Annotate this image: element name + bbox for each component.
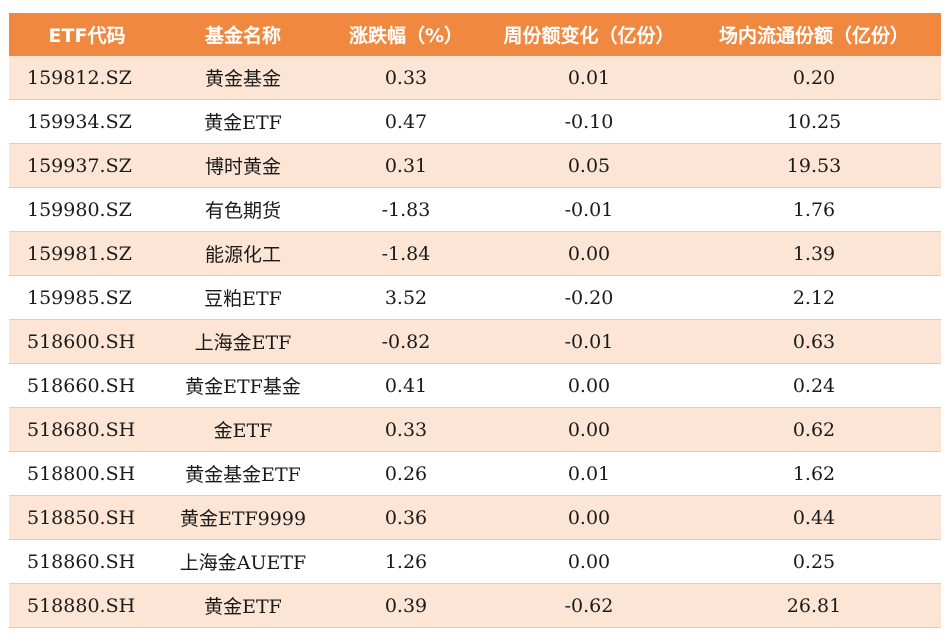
cell-float-shares: 0.24 bbox=[792, 374, 836, 397]
cell-weekly-share-change: 0.00 bbox=[567, 418, 611, 441]
header-change-pct: 涨跌幅（%） bbox=[348, 25, 464, 47]
cell-float-shares: 19.53 bbox=[786, 154, 842, 177]
cell-etf-code: 518660.SH bbox=[27, 374, 136, 397]
cell-etf-code: 159937.SZ bbox=[27, 154, 132, 177]
cell-etf-code: 159981.SZ bbox=[27, 242, 132, 265]
cell-float-shares: 10.25 bbox=[786, 110, 842, 133]
cell-etf-code: 159812.SZ bbox=[27, 66, 132, 89]
cell-weekly-share-change: 0.05 bbox=[567, 154, 611, 177]
cell-weekly-share-change: 0.01 bbox=[567, 66, 611, 89]
cell-change-pct: 0.39 bbox=[384, 594, 428, 617]
cell-weekly-share-change: -0.01 bbox=[564, 330, 614, 353]
cell-float-shares: 0.62 bbox=[792, 418, 836, 441]
cell-etf-code: 159985.SZ bbox=[27, 286, 132, 309]
cell-fund-name: 博时黄金 bbox=[204, 156, 281, 178]
table-row: 518880.SH 黄金ETF 0.39 -0.62 26.81 bbox=[9, 584, 941, 628]
cell-weekly-share-change: -0.62 bbox=[564, 594, 614, 617]
cell-change-pct: 0.33 bbox=[384, 418, 428, 441]
cell-fund-name: 黄金ETF bbox=[204, 112, 282, 134]
cell-float-shares: 1.39 bbox=[792, 242, 836, 265]
cell-etf-code: 159934.SZ bbox=[27, 110, 132, 133]
cell-float-shares: 0.44 bbox=[792, 506, 836, 529]
table-row: 518860.SH 上海金AUETF 1.26 0.00 0.25 bbox=[9, 540, 941, 584]
cell-change-pct: -1.83 bbox=[381, 198, 431, 221]
table-header: ETF代码 基金名称 涨跌幅（%） 周份额变化（亿份） 场内流通份额（亿份） bbox=[9, 13, 941, 56]
header-fund-name: 基金名称 bbox=[204, 25, 281, 47]
cell-etf-code: 518850.SH bbox=[27, 506, 136, 529]
cell-float-shares: 0.63 bbox=[792, 330, 836, 353]
table-row: 159980.SZ 有色期货 -1.83 -0.01 1.76 bbox=[9, 188, 941, 232]
header-etf-code: ETF代码 bbox=[48, 25, 126, 47]
cell-fund-name: 黄金ETF9999 bbox=[179, 508, 307, 530]
cell-etf-code: 518860.SH bbox=[27, 550, 136, 573]
cell-change-pct: 1.26 bbox=[384, 550, 428, 573]
table-row: 518600.SH 上海金ETF -0.82 -0.01 0.63 bbox=[9, 320, 941, 364]
cell-change-pct: -1.84 bbox=[381, 242, 431, 265]
cell-etf-code: 159980.SZ bbox=[27, 198, 132, 221]
cell-weekly-share-change: 0.00 bbox=[567, 374, 611, 397]
cell-change-pct: 0.31 bbox=[384, 154, 428, 177]
table-row: 159812.SZ 黄金基金 0.33 0.01 0.20 bbox=[9, 56, 941, 100]
header-float-shares: 场内流通份额（亿份） bbox=[718, 25, 909, 47]
cell-weekly-share-change: 0.00 bbox=[567, 550, 611, 573]
cell-weekly-share-change: 0.00 bbox=[567, 506, 611, 529]
cell-fund-name: 黄金基金ETF bbox=[185, 464, 301, 486]
etf-table: ETF代码 基金名称 涨跌幅（%） 周份额变化（亿份） 场内流通份额（亿份） 1… bbox=[9, 13, 941, 628]
cell-weekly-share-change: -0.10 bbox=[564, 110, 614, 133]
table-row: 518660.SH 黄金ETF基金 0.41 0.00 0.24 bbox=[9, 364, 941, 408]
cell-weekly-share-change: 0.01 bbox=[567, 462, 611, 485]
cell-change-pct: 0.36 bbox=[384, 506, 428, 529]
cell-change-pct: 0.47 bbox=[384, 110, 428, 133]
cell-fund-name: 上海金ETF bbox=[194, 332, 292, 354]
cell-float-shares: 1.76 bbox=[792, 198, 836, 221]
cell-fund-name: 黄金基金 bbox=[204, 68, 281, 90]
cell-change-pct: 3.52 bbox=[384, 286, 428, 309]
cell-float-shares: 26.81 bbox=[786, 594, 842, 617]
cell-change-pct: -0.82 bbox=[381, 330, 431, 353]
table-row: 518680.SH 金ETF 0.33 0.00 0.62 bbox=[9, 408, 941, 452]
table-row: 159937.SZ 博时黄金 0.31 0.05 19.53 bbox=[9, 144, 941, 188]
header-weekly-share-change: 周份额变化（亿份） bbox=[503, 25, 675, 47]
cell-fund-name: 有色期货 bbox=[204, 200, 281, 222]
cell-float-shares: 0.25 bbox=[792, 550, 836, 573]
table-row: 518850.SH 黄金ETF9999 0.36 0.00 0.44 bbox=[9, 496, 941, 540]
cell-change-pct: 0.26 bbox=[384, 462, 428, 485]
cell-fund-name: 黄金ETF bbox=[204, 596, 282, 618]
cell-change-pct: 0.41 bbox=[384, 374, 428, 397]
cell-weekly-share-change: -0.20 bbox=[564, 286, 614, 309]
cell-weekly-share-change: -0.01 bbox=[564, 198, 614, 221]
cell-etf-code: 518680.SH bbox=[27, 418, 136, 441]
cell-change-pct: 0.33 bbox=[384, 66, 428, 89]
cell-fund-name: 能源化工 bbox=[204, 244, 281, 266]
cell-fund-name: 豆粕ETF bbox=[204, 288, 282, 310]
cell-fund-name: 金ETF bbox=[213, 420, 273, 442]
cell-float-shares: 2.12 bbox=[792, 286, 836, 309]
cell-fund-name: 上海金AUETF bbox=[179, 552, 307, 574]
cell-etf-code: 518880.SH bbox=[27, 594, 136, 617]
cell-etf-code: 518800.SH bbox=[27, 462, 136, 485]
cell-weekly-share-change: 0.00 bbox=[567, 242, 611, 265]
cell-float-shares: 0.20 bbox=[792, 66, 836, 89]
table-row: 518800.SH 黄金基金ETF 0.26 0.01 1.62 bbox=[9, 452, 941, 496]
table-row: 159985.SZ 豆粕ETF 3.52 -0.20 2.12 bbox=[9, 276, 941, 320]
cell-float-shares: 1.62 bbox=[792, 462, 836, 485]
table-body: 159812.SZ 黄金基金 0.33 0.01 0.20 159934.SZ 黄金ETF 0… bbox=[9, 56, 941, 628]
table-row: 159981.SZ 能源化工 -1.84 0.00 1.39 bbox=[9, 232, 941, 276]
cell-etf-code: 518600.SH bbox=[27, 330, 136, 353]
cell-fund-name: 黄金ETF基金 bbox=[185, 376, 301, 398]
table-row: 159934.SZ 黄金ETF 0.47 -0.10 10.25 bbox=[9, 100, 941, 144]
